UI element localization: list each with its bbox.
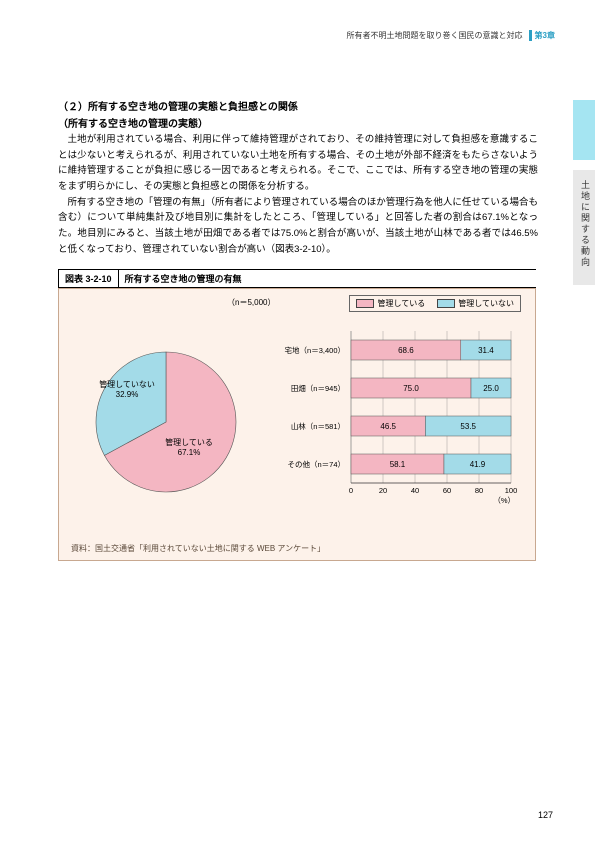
side-tab-label: 土地に関する動向: [579, 180, 592, 268]
legend-swatch-managed: [356, 299, 374, 308]
svg-text:管理していない: 管理していない: [99, 379, 155, 389]
svg-text:田畑（n＝945）: 田畑（n＝945）: [291, 384, 345, 393]
svg-text:宅地（n＝3,400）: 宅地（n＝3,400）: [285, 345, 345, 355]
svg-text:100: 100: [505, 486, 518, 495]
svg-text:0: 0: [349, 486, 353, 495]
svg-text:20: 20: [379, 486, 387, 495]
svg-text:（%）: （%）: [493, 496, 515, 505]
svg-text:67.1%: 67.1%: [178, 448, 201, 457]
header-chapter: 第3章: [529, 30, 555, 41]
paragraph-2: 所有する空き地の「管理の有無」（所有者により管理されている場合のほか管理行為を他…: [58, 195, 538, 258]
legend: 管理している 管理していない: [349, 295, 521, 312]
subsection-heading: （所有する空き地の管理の実態）: [58, 115, 538, 130]
n-total: （n＝5,000）: [227, 297, 275, 308]
svg-text:32.9%: 32.9%: [116, 390, 139, 399]
legend-label-managed: 管理している: [377, 298, 425, 309]
svg-text:山林（n＝581）: 山林（n＝581）: [291, 421, 345, 431]
main-content: （２）所有する空き地の管理の実態と負担感との関係 （所有する空き地の管理の実態）…: [58, 98, 538, 561]
svg-text:53.5: 53.5: [460, 422, 476, 431]
paragraph-1: 土地が利用されている場合、利用に伴って維持管理がされており、その維持管理に対して…: [58, 132, 538, 195]
legend-label-not-managed: 管理していない: [458, 298, 514, 309]
svg-text:60: 60: [443, 486, 451, 495]
svg-text:46.5: 46.5: [380, 422, 396, 431]
chart-panel: （n＝5,000） 管理している 管理していない 管理していない32.9%管理し…: [58, 288, 536, 561]
legend-not-managed: 管理していない: [437, 298, 514, 309]
svg-text:80: 80: [475, 486, 483, 495]
svg-text:58.1: 58.1: [390, 460, 406, 469]
pie-chart: 管理していない32.9% 管理している67.1%: [81, 327, 251, 507]
figure-title: 所有する空き地の管理の有無: [119, 270, 536, 287]
legend-managed: 管理している: [356, 298, 425, 309]
svg-text:75.0: 75.0: [403, 384, 419, 393]
header-title: 所有者不明土地問題を取り巻く国民の意識と対応: [347, 30, 523, 41]
section-heading: （２）所有する空き地の管理の実態と負担感との関係: [58, 98, 538, 113]
bar-chart: 0 20 40 60 80 100（%） 68.6 31.4 宅地（n＝3,400） 75.0 25…: [279, 319, 527, 529]
svg-text:その他（n＝74）: その他（n＝74）: [287, 459, 345, 469]
figure-number: 図表 3-2-10: [59, 270, 119, 287]
legend-swatch-not-managed: [437, 299, 455, 308]
svg-text:31.4: 31.4: [478, 346, 494, 355]
svg-text:40: 40: [411, 486, 419, 495]
figure-source: 資料：国土交通省「利用されていない土地に関する WEB アンケート」: [71, 543, 535, 560]
svg-text:41.9: 41.9: [470, 460, 486, 469]
page-number: 127: [538, 810, 553, 820]
svg-text:管理している: 管理している: [165, 437, 213, 447]
page-header: 所有者不明土地問題を取り巻く国民の意識と対応 第3章: [347, 30, 555, 41]
body-paragraphs: 土地が利用されている場合、利用に伴って維持管理がされており、その維持管理に対して…: [58, 132, 538, 257]
figure-title-bar: 図表 3-2-10 所有する空き地の管理の有無: [58, 269, 536, 288]
svg-text:25.0: 25.0: [483, 384, 499, 393]
svg-text:68.6: 68.6: [398, 346, 414, 355]
side-tab-highlight: [573, 100, 595, 160]
